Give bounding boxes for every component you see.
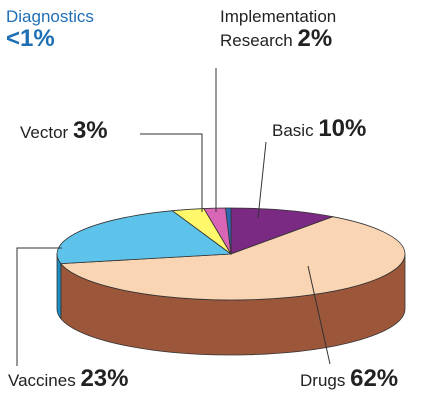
label-implementation: Implementation Research 2%: [220, 7, 337, 52]
label-vector: Vector 3%: [20, 117, 108, 144]
pie-slice: [60, 216, 406, 301]
label-vaccines: Vaccines 23%: [8, 365, 129, 392]
leader-line: [140, 133, 203, 212]
label-basic: Basic 10%: [272, 115, 367, 142]
leader-lines: [16, 68, 331, 366]
label-drugs: Drugs 62%: [300, 365, 399, 392]
pie-slice: [56, 210, 233, 265]
leader-line: [307, 265, 331, 365]
label-diagnostics: Diagnostics <1%: [6, 7, 94, 52]
pie-side: [56, 253, 62, 320]
pie-slice: [230, 207, 335, 255]
pie-slice: [225, 207, 232, 255]
leader-line: [16, 247, 62, 366]
leader-line: [257, 141, 267, 219]
